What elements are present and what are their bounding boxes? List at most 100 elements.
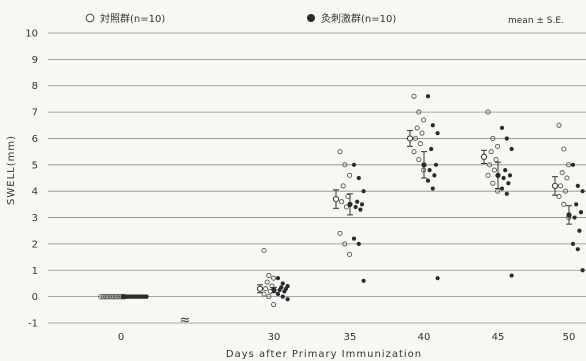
- legend-control-marker: [85, 13, 95, 23]
- treated-point: [506, 181, 511, 186]
- control-point: [490, 135, 496, 142]
- treated-point: [580, 189, 585, 194]
- y-tick-label: 4: [32, 187, 38, 198]
- legend-treated-marker: [307, 14, 315, 22]
- treated-point: [433, 162, 439, 167]
- control-point: [269, 283, 275, 289]
- x-tick-label: 45: [492, 332, 505, 343]
- control-point: [103, 293, 109, 300]
- control-point: [261, 291, 267, 297]
- axis-break-mark: ≈: [180, 313, 191, 328]
- control-point: [485, 109, 491, 115]
- control-point: [561, 201, 567, 207]
- treated-point: [507, 173, 513, 178]
- control-point: [411, 93, 417, 99]
- treated-point: [285, 297, 290, 302]
- control-point: [339, 199, 345, 205]
- control-mean-marker: [480, 153, 488, 161]
- control-point: [342, 241, 348, 247]
- control-point: [556, 193, 562, 200]
- control-point: [108, 293, 115, 300]
- control-point: [411, 149, 417, 155]
- y-tick-label: 1: [32, 266, 38, 277]
- x-axis-title: Days after Primary Immunization: [226, 349, 422, 360]
- x-tick-label: 0: [118, 332, 124, 343]
- mean-se-note: mean ± S.E.: [508, 16, 564, 26]
- treated-point: [499, 186, 505, 191]
- treated-point: [282, 289, 287, 294]
- control-point: [495, 143, 501, 149]
- control-point: [106, 293, 112, 300]
- treated-point: [280, 281, 285, 286]
- treated-point: [430, 123, 435, 128]
- control-point: [566, 162, 572, 168]
- y-axis-title: SWELL(mm): [6, 135, 17, 205]
- treated-point: [435, 131, 440, 136]
- x-tick-label: 50: [563, 332, 576, 343]
- control-point: [271, 301, 277, 308]
- treated-mean-marker: [271, 287, 277, 293]
- error-bars: [256, 130, 572, 294]
- control-point: [266, 294, 272, 300]
- control-point: [419, 130, 425, 136]
- treated-point: [275, 276, 281, 281]
- control-point: [345, 193, 351, 200]
- control-point: [337, 149, 343, 155]
- treated-point: [578, 210, 584, 215]
- treated-point: [504, 191, 509, 196]
- control-point: [495, 188, 501, 194]
- treated-point: [435, 276, 440, 281]
- treated-point: [359, 202, 365, 207]
- treated-point: [429, 146, 434, 152]
- treated-point: [575, 247, 580, 252]
- x-tick-label: 35: [344, 332, 357, 343]
- treated-point: [361, 278, 366, 283]
- data-points: [98, 93, 585, 308]
- y-tick-label: 2: [32, 239, 38, 250]
- control-point: [491, 167, 497, 173]
- treated-point: [432, 173, 437, 178]
- control-point: [342, 162, 348, 168]
- y-tick-label: 7: [32, 108, 38, 119]
- control-point: [113, 293, 120, 300]
- control-point: [111, 293, 117, 300]
- control-point: [98, 293, 104, 300]
- control-point: [558, 183, 564, 189]
- treated-mean-marker: [421, 162, 427, 168]
- legend-control-label: 対照群(n=10): [100, 12, 165, 25]
- treated-point: [427, 167, 432, 173]
- control-point: [100, 293, 107, 300]
- y-tick-label: 9: [32, 55, 38, 66]
- y-tick-label: 10: [25, 29, 38, 40]
- treated-point: [499, 125, 505, 131]
- control-point: [263, 286, 269, 292]
- treated-point: [572, 215, 577, 220]
- treated-point: [503, 167, 508, 173]
- control-point: [266, 272, 272, 279]
- x-axis-ticks: 0 30 35 40 45 50: [118, 332, 576, 343]
- treated-point: [504, 136, 509, 141]
- control-mean-marker: [256, 285, 264, 292]
- control-point: [556, 122, 562, 128]
- control-point: [271, 275, 277, 281]
- control-point: [337, 230, 343, 236]
- treated-point: [280, 294, 285, 299]
- treated-point: [144, 294, 149, 299]
- y-tick-label: 8: [32, 81, 38, 92]
- y-tick-label: 3: [32, 213, 38, 224]
- control-point: [414, 125, 420, 131]
- control-point: [564, 175, 570, 181]
- control-point: [347, 172, 353, 178]
- treated-point: [570, 241, 576, 247]
- x-tick-label: 30: [268, 332, 281, 343]
- control-point: [416, 156, 422, 163]
- control-point: [490, 180, 496, 186]
- y-tick-label: 5: [32, 160, 38, 171]
- treated-point: [509, 273, 514, 278]
- control-point: [485, 172, 491, 178]
- control-point: [493, 156, 499, 163]
- control-mean-marker: [551, 182, 559, 190]
- treated-point: [353, 204, 358, 210]
- control-point: [417, 141, 423, 147]
